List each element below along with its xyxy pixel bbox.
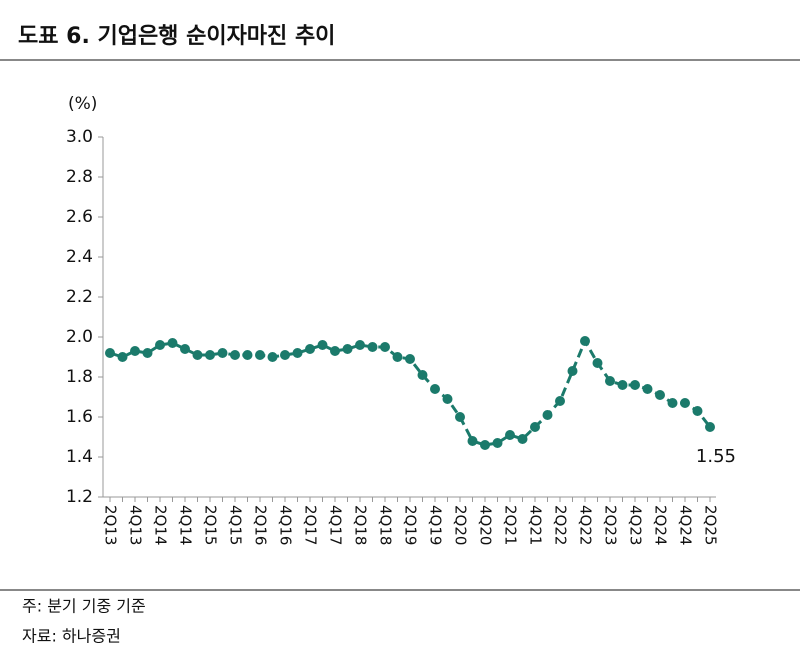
data-point bbox=[117, 352, 128, 362]
data-point bbox=[217, 348, 228, 358]
data-point bbox=[392, 352, 403, 362]
x-tick-label: 2Q15 bbox=[202, 505, 220, 545]
data-point bbox=[155, 340, 165, 350]
data-point bbox=[567, 366, 578, 376]
data-point bbox=[242, 350, 253, 360]
data-point bbox=[517, 434, 528, 444]
x-tick-label: 2Q25 bbox=[702, 505, 720, 545]
data-point bbox=[180, 344, 190, 354]
y-tick-label: 2.2 bbox=[66, 287, 93, 307]
data-point bbox=[167, 338, 178, 348]
data-point bbox=[692, 406, 703, 416]
data-point bbox=[480, 440, 490, 450]
note: 주: 분기 기중 기준 bbox=[22, 597, 146, 616]
x-tick-label: 2Q14 bbox=[152, 505, 170, 545]
data-point bbox=[367, 342, 378, 352]
data-point bbox=[605, 376, 615, 386]
y-tick-label: 1.4 bbox=[66, 447, 93, 467]
x-tick-label: 4Q19 bbox=[427, 505, 445, 545]
data-point bbox=[505, 430, 515, 440]
data-point bbox=[680, 398, 690, 408]
x-tick-label: 4Q23 bbox=[627, 505, 645, 545]
y-unit: (%) bbox=[68, 94, 97, 114]
data-point bbox=[355, 340, 365, 350]
data-point bbox=[342, 344, 353, 354]
data-point bbox=[617, 380, 628, 390]
chart-title: 도표 6. 기업은행 순이자마진 추이 bbox=[18, 24, 335, 49]
data-point bbox=[130, 346, 140, 356]
x-tick-label: 4Q18 bbox=[377, 505, 395, 545]
data-point bbox=[305, 344, 315, 354]
data-point bbox=[267, 352, 278, 362]
data-point bbox=[555, 396, 565, 406]
data-point bbox=[630, 380, 640, 390]
data-point bbox=[530, 422, 540, 432]
data-point bbox=[142, 348, 153, 358]
x-tick-label: 2Q17 bbox=[302, 505, 320, 545]
data-point bbox=[205, 350, 215, 360]
x-tick-label: 2Q23 bbox=[602, 505, 620, 545]
source: 자료: 하나증권 bbox=[22, 627, 121, 646]
y-tick-label: 3.0 bbox=[66, 127, 93, 147]
y-tick-label: 1.6 bbox=[66, 407, 93, 427]
data-point bbox=[667, 398, 678, 408]
data-point bbox=[455, 412, 465, 422]
data-point bbox=[442, 394, 453, 404]
data-point bbox=[317, 340, 328, 350]
x-tick-label: 4Q20 bbox=[477, 505, 495, 545]
x-tick-label: 2Q22 bbox=[552, 505, 570, 545]
data-point bbox=[580, 336, 590, 346]
data-point bbox=[330, 346, 340, 356]
data-point bbox=[492, 438, 503, 448]
y-tick-label: 2.4 bbox=[66, 247, 93, 267]
x-tick-label: 4Q16 bbox=[277, 505, 295, 545]
data-point bbox=[467, 436, 478, 446]
data-point bbox=[105, 348, 115, 358]
y-tick-label: 2.8 bbox=[66, 167, 93, 187]
data-point bbox=[592, 358, 603, 368]
data-point bbox=[655, 390, 665, 400]
x-tick-label: 2Q18 bbox=[352, 505, 370, 545]
y-tick-label: 2.0 bbox=[66, 327, 93, 347]
data-point bbox=[192, 350, 203, 360]
x-tick-label: 4Q14 bbox=[177, 505, 195, 545]
data-point bbox=[292, 348, 303, 358]
x-tick-label: 2Q24 bbox=[652, 505, 670, 545]
x-tick-label: 2Q19 bbox=[402, 505, 420, 545]
data-point bbox=[417, 370, 428, 380]
y-tick-label: 1.2 bbox=[66, 487, 93, 507]
x-tick-label: 2Q21 bbox=[502, 505, 520, 545]
data-point bbox=[430, 384, 440, 394]
data-point bbox=[280, 350, 290, 360]
y-tick-label: 2.6 bbox=[66, 207, 93, 227]
data-point bbox=[405, 354, 415, 364]
x-tick-label: 4Q24 bbox=[677, 505, 695, 545]
x-tick-label: 4Q15 bbox=[227, 505, 245, 545]
x-tick-label: 2Q13 bbox=[102, 505, 120, 545]
data-point bbox=[705, 422, 715, 432]
x-tick-label: 2Q20 bbox=[452, 505, 470, 545]
x-tick-label: 4Q22 bbox=[577, 505, 595, 545]
y-tick-label: 1.8 bbox=[66, 367, 93, 387]
x-tick-label: 4Q17 bbox=[327, 505, 345, 545]
x-tick-label: 2Q16 bbox=[252, 505, 270, 545]
data-label: 1.55 bbox=[696, 446, 736, 467]
x-tick-label: 4Q21 bbox=[527, 505, 545, 545]
data-point bbox=[542, 410, 553, 420]
data-point bbox=[230, 350, 240, 360]
data-point bbox=[380, 342, 390, 352]
data-point bbox=[642, 384, 653, 394]
data-point bbox=[255, 350, 265, 360]
x-tick-label: 4Q13 bbox=[127, 505, 145, 545]
